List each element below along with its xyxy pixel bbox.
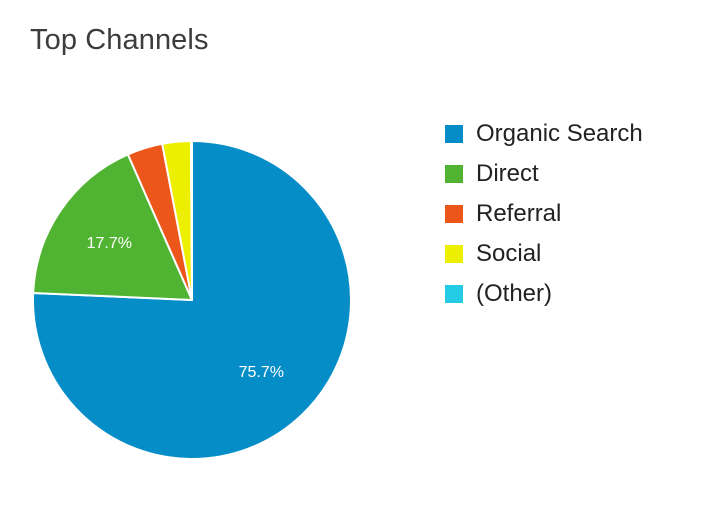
pie-slices [32, 139, 352, 460]
legend-swatch [445, 205, 463, 223]
legend-label: (Other) [476, 280, 553, 307]
slice-data-label: 17.7% [87, 235, 132, 252]
legend-swatch [445, 285, 463, 303]
legend-item[interactable]: (Other) [445, 274, 643, 314]
legend-item[interactable]: Referral [445, 194, 643, 234]
legend-item[interactable]: Direct [445, 154, 643, 194]
legend-label: Direct [476, 160, 539, 187]
slice-data-label: 75.7% [239, 364, 284, 381]
legend-label: Referral [476, 200, 562, 227]
pie-slice-direct[interactable] [32, 153, 193, 301]
legend-swatch [445, 165, 463, 183]
legend-label: Social [476, 240, 542, 267]
chart-legend: Organic Search Direct Referral Social (Other… [445, 114, 643, 314]
pie-slice-other[interactable] [190, 139, 193, 301]
legend-swatch [445, 125, 463, 143]
legend-label: Organic Search [476, 120, 643, 147]
pie-data-labels: 75.7% 17.7% [87, 235, 284, 381]
chart-title: Top Channels [30, 24, 209, 56]
legend-item[interactable]: Social [445, 234, 643, 274]
legend-swatch [445, 245, 463, 263]
legend-item[interactable]: Organic Search [445, 114, 643, 154]
